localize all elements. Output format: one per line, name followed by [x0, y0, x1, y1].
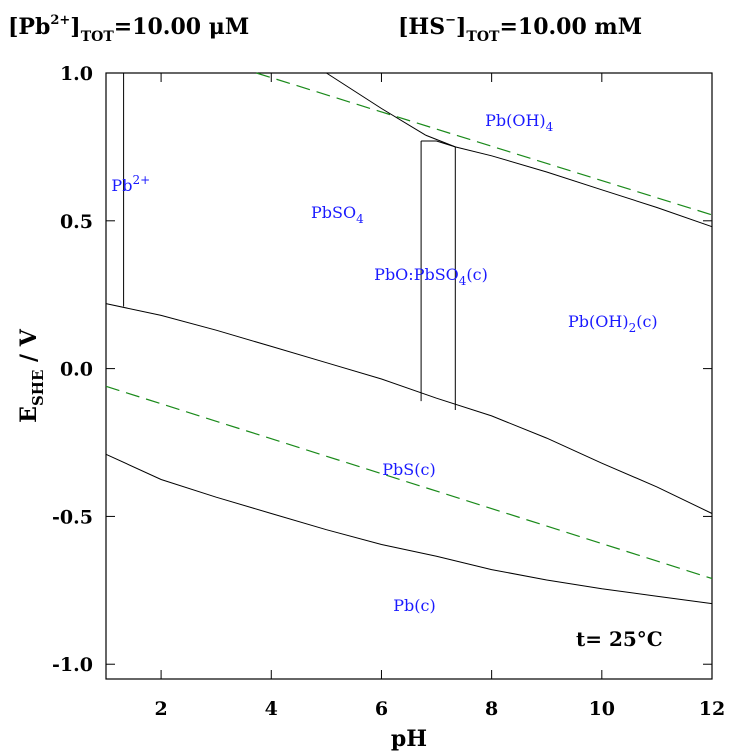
water-stability-limits: [105, 72, 713, 580]
region-label: PbO:PbSO4(c): [374, 265, 488, 288]
region-label: Pb2+: [111, 173, 150, 195]
x-tick-label: 10: [589, 698, 615, 720]
water-limit-line: [105, 385, 713, 580]
y-axis-title: ESHE / V: [16, 328, 47, 423]
x-tick-label: 2: [154, 698, 167, 720]
y-tick-label: 0.0: [60, 359, 93, 381]
y-tick-label: -1.0: [52, 654, 93, 676]
region-labels: Pb2+ PbSO4 PbO:PbSO4(c) Pb(OH)4 Pb(OH)2(c) Pb…: [111, 111, 657, 615]
x-tick-label: 6: [375, 698, 388, 720]
boundary-line: [421, 140, 456, 148]
x-tick-label: 12: [699, 698, 725, 720]
temperature-label: t= 25°C: [576, 627, 663, 651]
x-axis-tick-labels: 2 4 6 8 10 12: [154, 698, 725, 720]
region-label: PbS(c): [382, 460, 435, 479]
x-tick-label: 8: [485, 698, 498, 720]
plot-frame: [105, 72, 713, 680]
y-axis-tick-labels: 1.0 0.5 0.0 -0.5 -1.0: [52, 63, 93, 676]
boundary-line: [326, 72, 426, 136]
y-tick-label: -0.5: [52, 506, 93, 528]
region-label: Pb(c): [393, 596, 435, 615]
predominance-boundaries: [105, 72, 713, 605]
x-axis-title: pH: [391, 726, 427, 752]
header-sulfide-concentration: [HS−]TOT=10.00 mM: [398, 13, 642, 45]
y-tick-label: 1.0: [60, 63, 93, 85]
region-label: Pb(OH)4: [485, 111, 554, 134]
region-label: PbSO4: [311, 203, 364, 226]
axis-ticks: [106, 72, 713, 679]
header-lead-concentration: [Pb2+]TOT=10.00 μM: [8, 13, 249, 45]
region-label: Pb(OH)2(c): [568, 312, 658, 335]
y-tick-label: 0.5: [60, 211, 93, 233]
boundary-line: [425, 134, 713, 228]
water-limit-line: [256, 72, 713, 216]
boundary-line: [105, 303, 713, 514]
boundary-line: [105, 453, 713, 605]
x-tick-label: 4: [265, 698, 278, 720]
